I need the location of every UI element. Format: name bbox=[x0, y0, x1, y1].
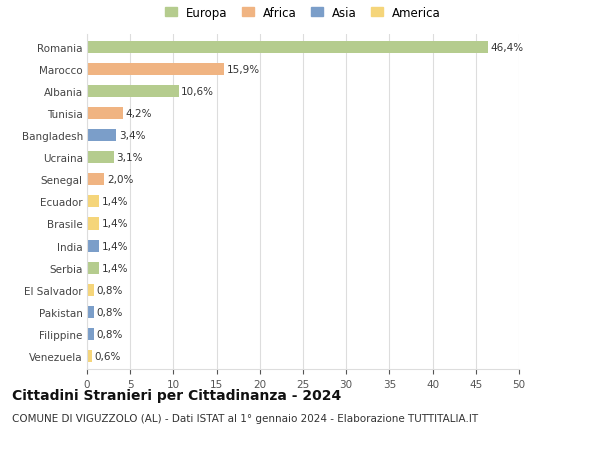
Text: 1,4%: 1,4% bbox=[101, 241, 128, 251]
Bar bbox=[87, 196, 99, 208]
Text: 3,4%: 3,4% bbox=[119, 131, 145, 141]
Bar bbox=[87, 240, 99, 252]
Text: 0,6%: 0,6% bbox=[95, 351, 121, 361]
Text: 10,6%: 10,6% bbox=[181, 87, 214, 97]
Text: 46,4%: 46,4% bbox=[490, 43, 524, 53]
Bar bbox=[87, 218, 99, 230]
Bar bbox=[87, 108, 123, 120]
Text: 3,1%: 3,1% bbox=[116, 153, 143, 163]
Bar bbox=[87, 284, 94, 296]
Text: 0,8%: 0,8% bbox=[97, 307, 123, 317]
Bar bbox=[87, 64, 224, 76]
Text: 0,8%: 0,8% bbox=[97, 285, 123, 295]
Legend: Europa, Africa, Asia, America: Europa, Africa, Asia, America bbox=[163, 4, 443, 22]
Text: 1,4%: 1,4% bbox=[101, 263, 128, 273]
Text: Cittadini Stranieri per Cittadinanza - 2024: Cittadini Stranieri per Cittadinanza - 2… bbox=[12, 388, 341, 402]
Bar bbox=[87, 350, 92, 362]
Text: COMUNE DI VIGUZZOLO (AL) - Dati ISTAT al 1° gennaio 2024 - Elaborazione TUTTITAL: COMUNE DI VIGUZZOLO (AL) - Dati ISTAT al… bbox=[12, 413, 478, 423]
Bar bbox=[87, 174, 104, 186]
Bar bbox=[87, 306, 94, 318]
Text: 4,2%: 4,2% bbox=[126, 109, 152, 119]
Text: 15,9%: 15,9% bbox=[227, 65, 260, 75]
Text: 1,4%: 1,4% bbox=[101, 197, 128, 207]
Text: 2,0%: 2,0% bbox=[107, 175, 133, 185]
Bar bbox=[87, 262, 99, 274]
Bar bbox=[87, 130, 116, 142]
Text: 1,4%: 1,4% bbox=[101, 219, 128, 229]
Bar bbox=[87, 42, 488, 54]
Bar bbox=[87, 152, 114, 164]
Text: 0,8%: 0,8% bbox=[97, 329, 123, 339]
Bar bbox=[87, 328, 94, 340]
Bar bbox=[87, 86, 179, 98]
